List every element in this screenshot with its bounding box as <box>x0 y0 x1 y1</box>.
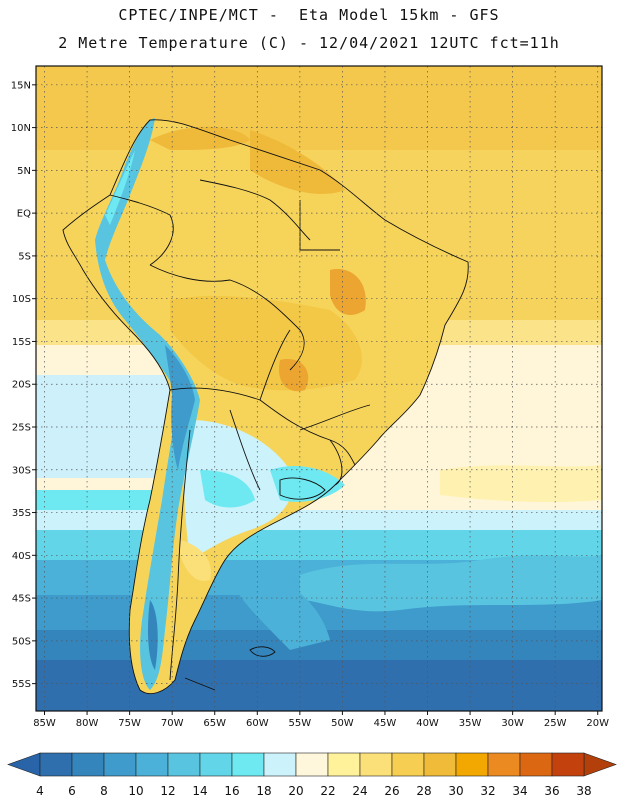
lon-tick-label: 35W <box>459 718 482 729</box>
colorbar-low-arrow <box>7 752 41 777</box>
lat-tick-label: 35S <box>12 508 31 519</box>
colorbar-swatch <box>231 752 265 777</box>
lon-tick-label: 55W <box>289 718 312 729</box>
lon-tick-label: 70W <box>161 718 184 729</box>
colorbar-swatch <box>359 752 393 777</box>
lat-tick-label: 45S <box>12 594 31 605</box>
lon-tick-label: 20W <box>586 718 609 729</box>
colorbar-swatch <box>455 752 489 777</box>
colorbar-swatch <box>135 752 169 777</box>
colorbar-swatch <box>263 752 297 777</box>
colorbar-label: 30 <box>448 784 463 798</box>
colorbar-label: 26 <box>384 784 399 798</box>
colorbar-swatch <box>103 752 137 777</box>
colorbar-swatch <box>551 752 585 777</box>
lat-tick-label: 10N <box>11 123 31 134</box>
colorbar-label: 16 <box>224 784 239 798</box>
colorbar-swatch <box>391 752 425 777</box>
colorbar-swatch <box>487 752 521 777</box>
colorbar-label: 36 <box>544 784 559 798</box>
colorbar-label: 18 <box>256 784 271 798</box>
colorbar-label: 6 <box>68 784 76 798</box>
longitude-axis: 85W 80W 75W 70W 65W 60W 55W 50W 45W 40W 35W 30W 25W 2… <box>33 711 609 729</box>
lat-tick-label: 20S <box>12 380 31 391</box>
colorbar-label: 12 <box>160 784 175 798</box>
colorbar-label: 10 <box>128 784 143 798</box>
colorbar-label: 38 <box>576 784 591 798</box>
lat-tick-label: 15S <box>12 337 31 348</box>
temperature-field <box>36 66 602 711</box>
lat-tick-label: 10S <box>12 294 31 305</box>
lon-tick-label: 30W <box>501 718 524 729</box>
colorbar-label: 20 <box>288 784 303 798</box>
colorbar-label: 24 <box>352 784 367 798</box>
colorbar-swatch <box>39 752 73 777</box>
lon-tick-label: 45W <box>374 718 397 729</box>
lon-tick-label: 85W <box>33 718 56 729</box>
colorbar-swatch <box>167 752 201 777</box>
lat-tick-label: EQ <box>17 209 31 220</box>
colorbar-swatch <box>71 752 105 777</box>
lat-tick-label: 50S <box>12 636 31 647</box>
lat-tick-label: 15N <box>11 80 31 91</box>
latitude-axis: 15N 10N 5N EQ 5S 10S 15S 20S 25S 30S 35S 40S 45S 50S 5… <box>11 80 36 690</box>
lon-tick-label: 40W <box>416 718 439 729</box>
colorbar-label: 8 <box>100 784 108 798</box>
lon-tick-label: 60W <box>246 718 269 729</box>
temperature-colorbar: 4 6 8 10 12 14 16 18 20 22 24 26 28 30 32 34 36 38 <box>7 752 617 798</box>
lat-tick-label: 55S <box>12 679 31 690</box>
colorbar-swatch <box>295 752 329 777</box>
colorbar-label: 32 <box>480 784 495 798</box>
lat-tick-label: 5S <box>18 251 31 262</box>
map-title-line-1: CPTEC/INPE/MCT - Eta Model 15km - GFS <box>118 6 500 24</box>
colorbar-label: 34 <box>512 784 527 798</box>
map-frame <box>35 65 603 712</box>
lon-tick-label: 25W <box>544 718 567 729</box>
colorbar-label: 4 <box>36 784 44 798</box>
colorbar-swatch <box>327 752 361 777</box>
colorbar-high-arrow <box>583 752 617 777</box>
lat-tick-label: 30S <box>12 465 31 476</box>
colorbar-label: 22 <box>320 784 335 798</box>
lon-tick-label: 75W <box>118 718 141 729</box>
colorbar-label: 14 <box>192 784 207 798</box>
country-borders <box>62 119 469 694</box>
lon-tick-label: 80W <box>76 718 99 729</box>
colorbar-label: 28 <box>416 784 431 798</box>
lat-tick-label: 25S <box>12 422 31 433</box>
lon-tick-label: 65W <box>203 718 226 729</box>
lat-tick-label: 5N <box>17 166 31 177</box>
colorbar-swatch <box>199 752 233 777</box>
colorbar-swatch <box>519 752 553 777</box>
map-title-line-2: 2 Metre Temperature (C) - 12/04/2021 12U… <box>58 34 560 52</box>
lon-tick-label: 50W <box>331 718 354 729</box>
lat-tick-label: 40S <box>12 551 31 562</box>
colorbar-swatch <box>423 752 457 777</box>
